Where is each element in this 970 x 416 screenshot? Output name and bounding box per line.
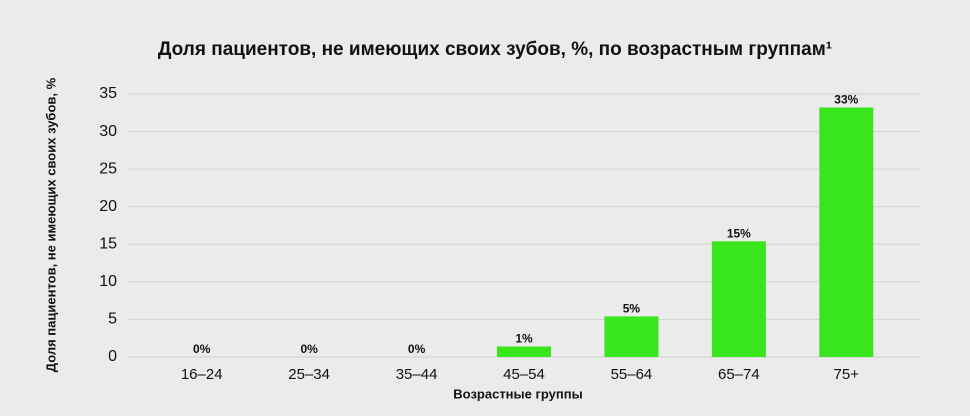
data-label: 0% [300, 342, 318, 356]
bar [604, 316, 659, 357]
y-tick-label: 5 [108, 311, 117, 328]
data-label: 15% [727, 226, 751, 240]
data-label: 1% [515, 332, 533, 346]
x-tick-label: 55–64 [611, 366, 653, 383]
y-tick-label: 0 [108, 348, 117, 365]
y-tick-label: 10 [99, 273, 117, 290]
y-tick-label: 30 [99, 123, 117, 140]
data-label: 0% [193, 342, 211, 356]
y-tick-label: 35 [99, 85, 117, 102]
x-tick-label: 75+ [834, 366, 860, 383]
y-tick-label: 20 [99, 198, 117, 215]
y-tick-label: 25 [99, 160, 117, 177]
x-tick-label: 35–44 [396, 366, 438, 383]
chart-title: Доля пациентов, не имеющих своих зубов, … [158, 39, 832, 60]
bar [711, 241, 766, 357]
y-tick-label: 15 [99, 236, 117, 253]
data-label: 0% [408, 342, 426, 356]
bar [819, 107, 874, 357]
y-axis-title: Доля пациентов, не имеющих своих зубов, … [43, 77, 58, 372]
bar [497, 346, 551, 357]
data-label: 33% [834, 93, 858, 107]
x-tick-label: 45–54 [503, 366, 545, 383]
x-axis-title: Возрастные группы [453, 386, 582, 401]
x-tick-label: 16–24 [181, 366, 223, 383]
data-label: 5% [623, 302, 641, 316]
x-tick-label: 65–74 [718, 366, 760, 383]
x-tick-label: 25–34 [288, 366, 330, 383]
